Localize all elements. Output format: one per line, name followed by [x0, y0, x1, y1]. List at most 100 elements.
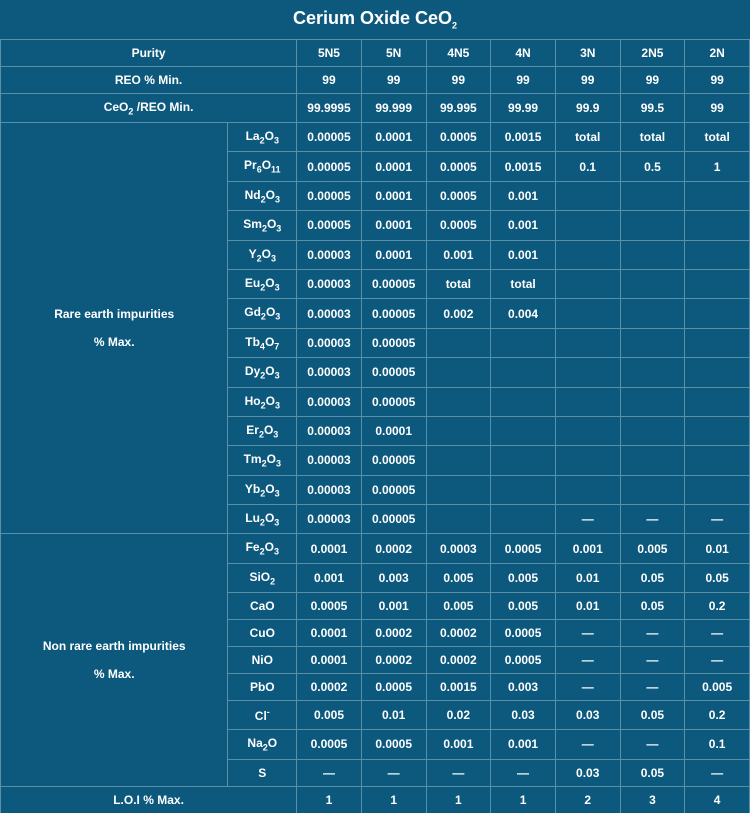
value-cell: 0.05: [685, 563, 750, 592]
value-cell: —: [555, 620, 620, 647]
value-cell: 0.00003: [297, 475, 362, 504]
compound-cell: NiO: [228, 647, 297, 674]
value-cell: [685, 387, 750, 416]
ceo-reo-header: CeO2 /REO Min.: [1, 93, 297, 122]
value-cell: [426, 358, 491, 387]
compound-cell: Na2O: [228, 730, 297, 759]
reo-row: REO % Min. 99 99 99 99 99 99 99: [1, 66, 750, 93]
value-cell: —: [620, 647, 685, 674]
value-cell: 0.001: [426, 730, 491, 759]
value-cell: 0.0002: [426, 647, 491, 674]
value-cell: [685, 328, 750, 357]
value-cell: —: [555, 647, 620, 674]
compound-cell: Er2O3: [228, 416, 297, 445]
value-cell: 0.00005: [361, 328, 426, 357]
value-cell: 0.00005: [297, 152, 362, 181]
compound-cell: Eu2O3: [228, 269, 297, 298]
value-cell: 0.002: [426, 299, 491, 328]
compound-cell: Gd2O3: [228, 299, 297, 328]
value-cell: [555, 240, 620, 269]
value-cell: —: [620, 730, 685, 759]
value-cell: 0.005: [426, 593, 491, 620]
grade-col: 2N: [685, 39, 750, 66]
value-cell: [426, 328, 491, 357]
value-cell: 0.0001: [297, 620, 362, 647]
value-cell: —: [555, 730, 620, 759]
compound-cell: Nd2O3: [228, 181, 297, 210]
value-cell: [620, 269, 685, 298]
value-cell: [620, 181, 685, 210]
value-cell: [555, 387, 620, 416]
value-cell: 0.0002: [361, 620, 426, 647]
value-cell: 0.0001: [297, 534, 362, 563]
value-cell: 0.00003: [297, 446, 362, 475]
value-cell: [685, 181, 750, 210]
value-cell: 0.00003: [297, 240, 362, 269]
value-cell: 0.005: [685, 674, 750, 701]
value-cell: [555, 475, 620, 504]
grade-col: 5N: [361, 39, 426, 66]
value-cell: [555, 299, 620, 328]
value-cell: 0.004: [491, 299, 556, 328]
value-cell: 0.0015: [491, 152, 556, 181]
value-cell: [491, 446, 556, 475]
value-cell: 0.1: [685, 730, 750, 759]
value-cell: 0.05: [620, 593, 685, 620]
value-cell: —: [685, 505, 750, 534]
value-cell: [685, 358, 750, 387]
value-cell: 0.001: [491, 730, 556, 759]
value-cell: [555, 358, 620, 387]
value-cell: [685, 269, 750, 298]
compound-cell: Tb4O7: [228, 328, 297, 357]
non-rare-earth-header: Non rare earth impurities% Max.: [1, 534, 228, 786]
value-cell: 0.0005: [361, 674, 426, 701]
value-cell: —: [620, 505, 685, 534]
header-row: Purity 5N5 5N 4N5 4N 3N 2N5 2N: [1, 39, 750, 66]
value-cell: total: [685, 122, 750, 151]
value-cell: 0.0002: [361, 647, 426, 674]
value-cell: 0.003: [491, 674, 556, 701]
value-cell: [555, 181, 620, 210]
compound-cell: PbO: [228, 674, 297, 701]
value-cell: 0.01: [555, 563, 620, 592]
value-cell: —: [297, 759, 362, 786]
value-cell: [620, 211, 685, 240]
value-cell: 0.0001: [297, 647, 362, 674]
value-cell: 0.0015: [426, 674, 491, 701]
value-cell: 0.001: [361, 593, 426, 620]
value-cell: —: [361, 759, 426, 786]
value-cell: [685, 475, 750, 504]
value-cell: [555, 269, 620, 298]
value-cell: 0.0001: [361, 122, 426, 151]
value-cell: 0.5: [620, 152, 685, 181]
value-cell: —: [491, 759, 556, 786]
compound-cell: S: [228, 759, 297, 786]
value-cell: 0.00005: [361, 475, 426, 504]
value-cell: 1: [685, 152, 750, 181]
value-cell: 0.1: [555, 152, 620, 181]
value-cell: 0.00005: [361, 505, 426, 534]
value-cell: 0.00005: [361, 299, 426, 328]
loi-header: L.O.I % Max.: [1, 786, 297, 813]
compound-cell: Ho2O3: [228, 387, 297, 416]
value-cell: 0.0005: [426, 122, 491, 151]
value-cell: [685, 211, 750, 240]
value-cell: —: [685, 759, 750, 786]
value-cell: 0.001: [491, 211, 556, 240]
value-cell: [426, 416, 491, 445]
value-cell: 0.005: [620, 534, 685, 563]
value-cell: [685, 416, 750, 445]
value-cell: [620, 446, 685, 475]
value-cell: 0.0005: [361, 730, 426, 759]
value-cell: [426, 446, 491, 475]
compound-cell: Y2O3: [228, 240, 297, 269]
value-cell: [685, 240, 750, 269]
value-cell: 0.2: [685, 593, 750, 620]
value-cell: —: [555, 674, 620, 701]
value-cell: 0.2: [685, 701, 750, 730]
value-cell: 0.0005: [491, 620, 556, 647]
value-cell: 0.00003: [297, 299, 362, 328]
compound-cell: La2O3: [228, 122, 297, 151]
value-cell: 0.0002: [426, 620, 491, 647]
value-cell: 0.0003: [426, 534, 491, 563]
